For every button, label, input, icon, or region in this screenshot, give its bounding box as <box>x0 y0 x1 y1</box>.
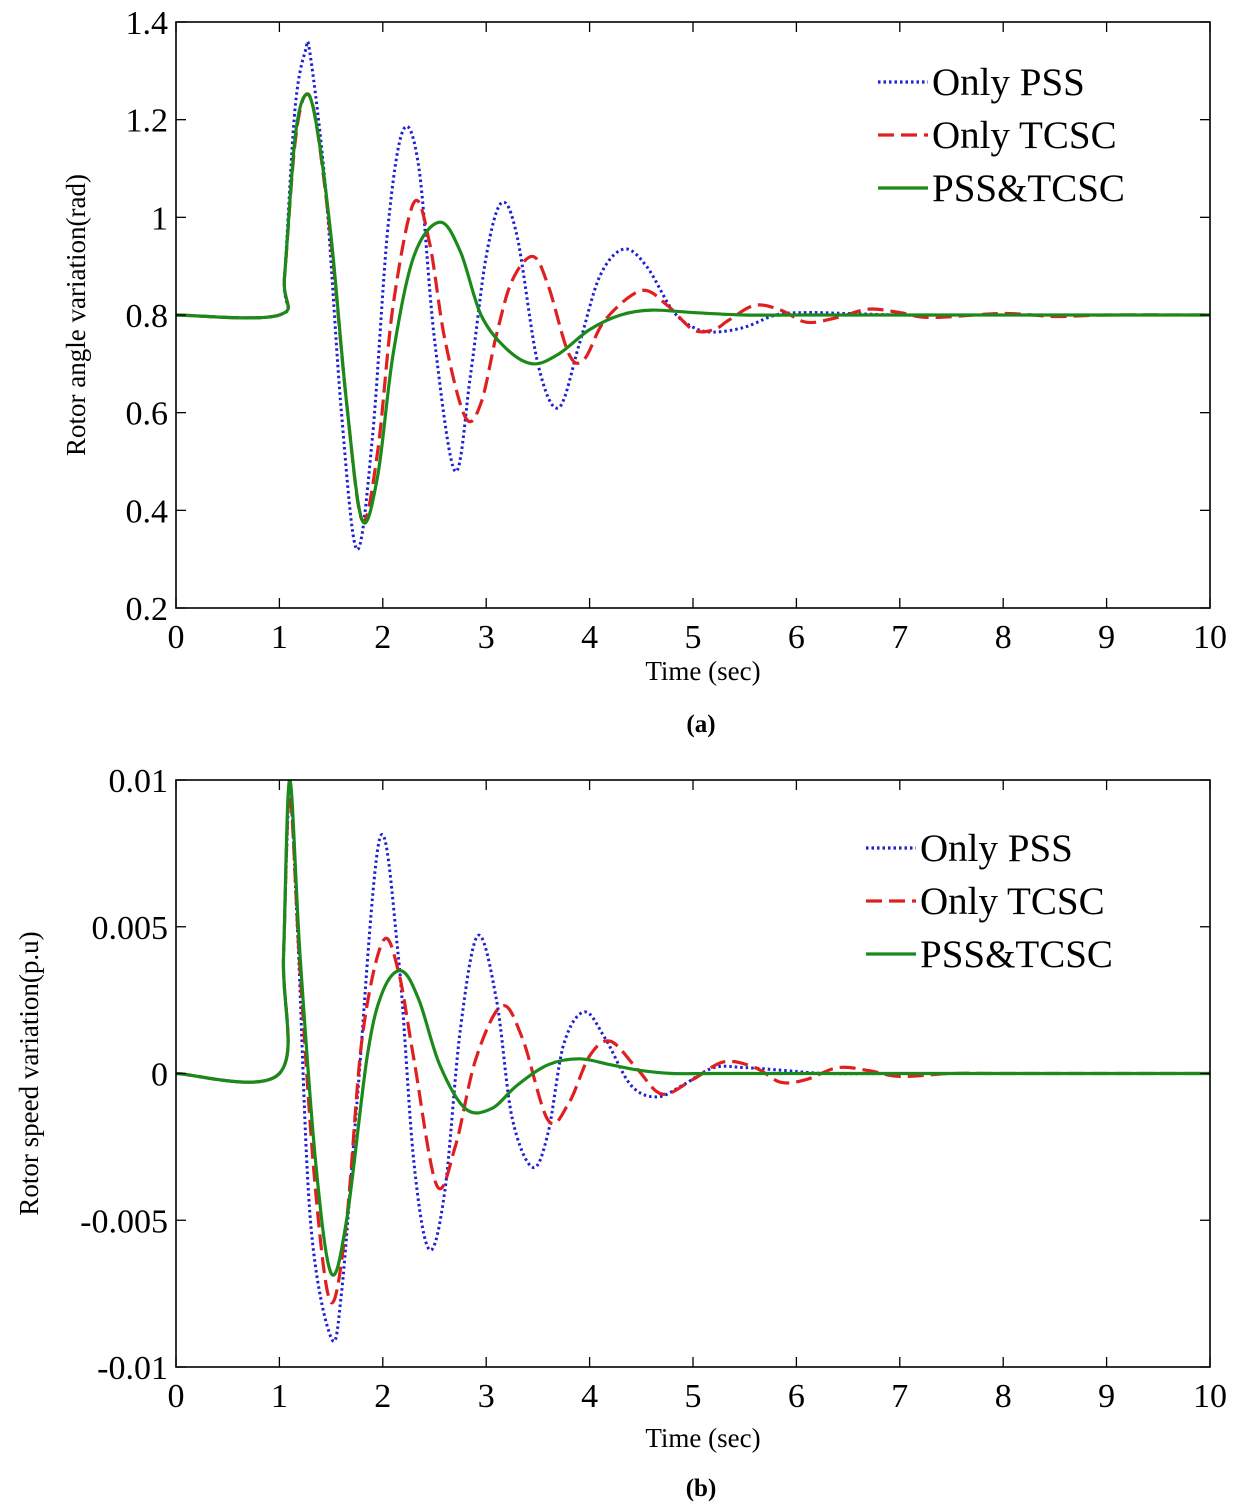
series-line-only-pss <box>176 793 1210 1344</box>
chart-panel-1: 0 1 2 3 4 5 6 7 8 9 10 0.2 0.4 0.6 0.8 1 1.2 1.4 Time (sec… <box>61 5 1227 738</box>
y-tick-label: 0.01 <box>109 763 169 800</box>
y-tick-label: 0 <box>151 1057 168 1094</box>
y-tick-label: -0.01 <box>97 1350 168 1387</box>
y-tick-label: 1.4 <box>126 5 169 42</box>
x-tick-label: 2 <box>374 619 391 656</box>
x-tick-label: 8 <box>995 1378 1012 1415</box>
x-tick-label: 6 <box>788 1378 805 1415</box>
y-axis-label: Rotor angle variation(rad) <box>61 174 91 456</box>
plot-area <box>176 780 1210 1344</box>
x-tick-label: 9 <box>1098 619 1115 656</box>
x-tick-label: 5 <box>685 619 702 656</box>
x-tick-label: 0 <box>168 1378 185 1415</box>
x-tick-label: 3 <box>478 1378 495 1415</box>
legend-label: Only TCSC <box>932 114 1117 157</box>
series-line-pss-tcsc <box>176 780 1210 1277</box>
y-tick-label: 0.6 <box>126 396 169 433</box>
panel-caption: (b) <box>686 1475 717 1502</box>
x-tick-label: 7 <box>891 1378 908 1415</box>
series-line-pss-tcsc <box>176 92 1210 525</box>
panel-caption: (a) <box>686 711 715 738</box>
x-axis-label: Time (sec) <box>645 1423 760 1453</box>
x-tick-label: 10 <box>1193 1378 1227 1415</box>
x-tick-label: 5 <box>685 1378 702 1415</box>
legend-label: Only TCSC <box>920 880 1105 923</box>
x-tick-label: 8 <box>995 619 1012 656</box>
x-tick-label: 9 <box>1098 1378 1115 1415</box>
y-tick-label: 0.4 <box>126 493 169 530</box>
x-tick-label: 1 <box>271 1378 288 1415</box>
y-tick-label: -0.005 <box>80 1203 168 1240</box>
y-tick-label: 0.005 <box>92 910 169 947</box>
x-tick-label: 6 <box>788 619 805 656</box>
series-line-only-pss <box>176 40 1210 551</box>
y-tick-label: 1.2 <box>126 103 169 140</box>
legend: Only PSS Only TCSC PSS&TCSC <box>866 827 1113 976</box>
x-tick-label: 4 <box>581 1378 598 1415</box>
y-tick-label: 1 <box>151 200 168 237</box>
x-tick-label: 3 <box>478 619 495 656</box>
legend-label: PSS&TCSC <box>920 933 1113 976</box>
legend: Only PSS Only TCSC PSS&TCSC <box>878 61 1125 210</box>
chart-panel-2: 0 1 2 3 4 5 6 7 8 9 10 -0.01 -0.005 0 0.005 0.01 Time (s… <box>14 763 1227 1502</box>
series-line-only-tcsc <box>176 92 1210 523</box>
x-tick-label: 10 <box>1193 619 1227 656</box>
x-tick-label: 2 <box>374 1378 391 1415</box>
x-tick-label: 0 <box>168 619 185 656</box>
plot-area <box>176 40 1210 551</box>
x-axis-label: Time (sec) <box>645 656 760 686</box>
x-tick-label: 7 <box>891 619 908 656</box>
y-tick-label: 0.8 <box>126 298 169 335</box>
x-tick-label: 4 <box>581 619 598 656</box>
legend-label: PSS&TCSC <box>932 167 1125 210</box>
x-tick-label: 1 <box>271 619 288 656</box>
legend-label: Only PSS <box>932 61 1085 104</box>
series-line-only-tcsc <box>176 793 1210 1305</box>
y-axis-label: Rotor speed variation(p.u) <box>14 931 44 1215</box>
y-tick-label: 0.2 <box>126 591 169 628</box>
legend-label: Only PSS <box>920 827 1073 870</box>
